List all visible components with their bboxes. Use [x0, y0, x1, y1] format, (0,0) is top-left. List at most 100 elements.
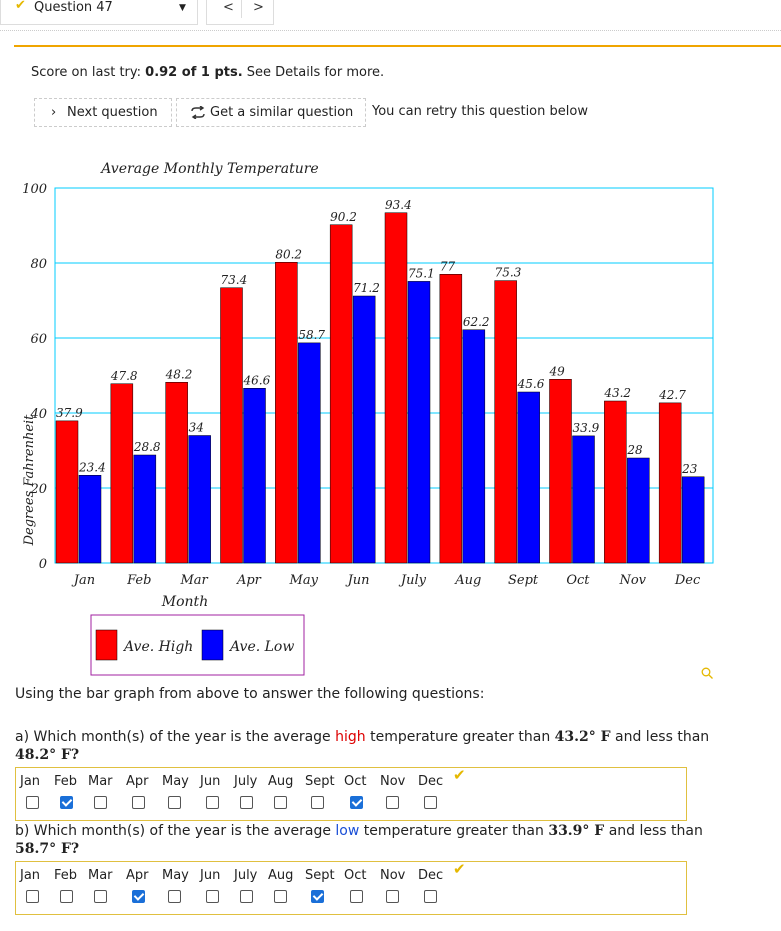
bar-high-aug — [439, 274, 463, 564]
bar-high-sept — [494, 280, 517, 564]
bar-low-oct — [572, 435, 595, 564]
data-label: 28 — [626, 443, 643, 457]
x-tick-label: May — [289, 573, 319, 588]
checkbox-feb[interactable] — [60, 890, 73, 903]
chart-legend: Ave. High Ave. Low — [90, 614, 305, 676]
month-label-aug: Aug — [268, 774, 294, 789]
bar-low-aug — [462, 329, 486, 564]
correct-checkmark-icon: ✔ — [453, 860, 466, 878]
data-label: 75.3 — [495, 266, 522, 280]
intro-text: Using the bar graph from above to answer… — [15, 686, 485, 702]
month-label-jun: Jun — [200, 774, 221, 789]
bar-low-nov — [627, 457, 650, 564]
chevron-left-icon[interactable]: < — [223, 0, 234, 15]
legend-swatch-high — [95, 629, 118, 661]
legend-label-low: Ave. Low — [228, 639, 294, 655]
data-label: 37.9 — [56, 406, 83, 420]
month-label-nov: Nov — [380, 868, 406, 883]
checkbox-aug[interactable] — [274, 796, 287, 809]
bar-low-mar — [188, 435, 211, 564]
checkbox-nov[interactable] — [386, 890, 399, 903]
bar-high-dec — [658, 402, 682, 564]
checkbox-jun[interactable] — [206, 890, 219, 903]
checkbox-oct[interactable] — [350, 796, 363, 809]
checkbox-apr[interactable] — [132, 796, 145, 809]
checkbox-mar[interactable] — [94, 890, 107, 903]
checkbox-apr[interactable] — [132, 890, 145, 903]
data-label: 23 — [681, 462, 698, 476]
checkbox-mar[interactable] — [94, 796, 107, 809]
score-line: Score on last try: 0.92 of 1 pts. See De… — [31, 65, 384, 80]
y-tick-label: 60 — [30, 332, 47, 347]
checkbox-july[interactable] — [240, 796, 253, 809]
data-label: 93.4 — [385, 198, 412, 212]
checkbox-jan[interactable] — [26, 796, 39, 809]
chevron-right-icon: › — [51, 105, 57, 120]
checkbox-may[interactable] — [168, 796, 181, 809]
magnify-icon[interactable] — [701, 667, 713, 679]
month-label-oct: Oct — [344, 774, 367, 789]
bar-high-may — [275, 262, 298, 564]
bar-high-jan — [55, 420, 79, 564]
next-question-button[interactable]: › Next question — [34, 98, 172, 127]
accent-divider — [14, 45, 781, 47]
chevron-right-icon[interactable]: > — [253, 0, 264, 15]
month-label-apr: Apr — [126, 774, 149, 789]
x-tick-label: Mar — [179, 573, 208, 588]
month-label-apr: Apr — [126, 868, 149, 883]
x-tick-label: Aug — [454, 573, 481, 588]
bar-low-may — [298, 342, 321, 564]
x-tick-label: Nov — [618, 573, 646, 588]
month-label-feb: Feb — [54, 868, 78, 883]
similar-question-button[interactable]: Get a similar question — [176, 98, 366, 127]
question-b: b) Which month(s) of the year is the ave… — [15, 823, 703, 857]
checkbox-dec[interactable] — [424, 890, 437, 903]
checkbox-oct[interactable] — [350, 890, 363, 903]
question-select[interactable]: ✔ Question 47 ▼ — [0, 0, 198, 25]
low-keyword: low — [335, 823, 360, 839]
x-tick-label: July — [398, 573, 427, 588]
question-select-label: Question 47 — [34, 0, 113, 15]
checkbox-aug[interactable] — [274, 890, 287, 903]
answer-box-b: Jan Feb Mar Apr May Jun July Aug Sept Oct Nov Dec ✔ — [15, 860, 687, 915]
legend-label-high: Ave. High — [122, 639, 193, 655]
month-label-feb: Feb — [54, 774, 78, 789]
data-label: 73.4 — [221, 273, 248, 287]
chart-xlabel: Month — [161, 594, 208, 610]
month-label-jan: Jan — [20, 868, 41, 883]
bar-low-sept — [517, 391, 540, 564]
caret-down-icon: ▼ — [179, 3, 186, 13]
month-label-dec: Dec — [418, 774, 444, 789]
divider — [0, 30, 781, 31]
checkbox-nov[interactable] — [386, 796, 399, 809]
x-tick-label: Dec — [674, 573, 701, 588]
bar-low-apr — [243, 388, 266, 564]
retry-text: You can retry this question below — [372, 104, 588, 119]
bar-low-july — [407, 281, 431, 564]
chart-ylabel: Degrees Fahrenheit — [22, 414, 37, 547]
y-tick-label: 0 — [39, 557, 47, 572]
data-label: 90.2 — [330, 210, 357, 224]
checkbox-sept[interactable] — [311, 796, 324, 809]
answer-box-a: Jan Feb Mar Apr May Jun July Aug Sept Oct Nov Dec ✔ — [15, 766, 687, 821]
checkmark-icon: ✔ — [15, 0, 26, 13]
bar-low-dec — [681, 476, 705, 564]
checkbox-jan[interactable] — [26, 890, 39, 903]
refresh-icon — [191, 106, 205, 119]
checkbox-sept[interactable] — [311, 890, 324, 903]
checkbox-july[interactable] — [240, 890, 253, 903]
bar-low-jan — [78, 475, 102, 564]
bar-low-feb — [133, 454, 157, 564]
checkbox-jun[interactable] — [206, 796, 219, 809]
y-tick-label: 80 — [30, 257, 47, 272]
bar-low-jun — [352, 295, 376, 564]
data-label: 34 — [189, 421, 204, 435]
checkbox-feb[interactable] — [60, 796, 73, 809]
checkbox-may[interactable] — [168, 890, 181, 903]
score-suffix: See Details for more. — [242, 65, 385, 80]
next-question-label: Next question — [67, 105, 158, 120]
legend-swatch-low — [201, 629, 224, 661]
checkbox-dec[interactable] — [424, 796, 437, 809]
correct-checkmark-icon: ✔ — [453, 766, 466, 784]
month-label-aug: Aug — [268, 868, 294, 883]
